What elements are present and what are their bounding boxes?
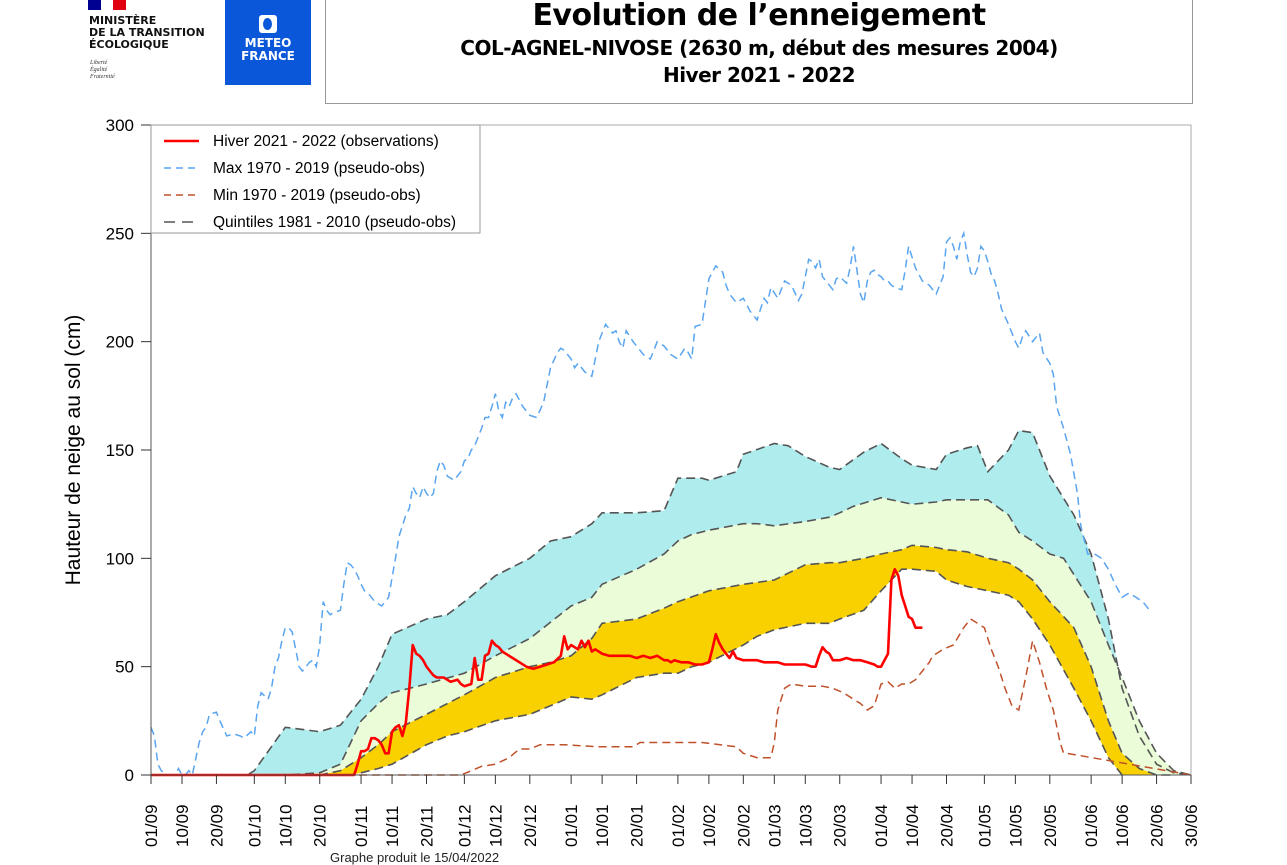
x-tick-label: 10/03 — [796, 804, 815, 847]
ministry-name: MINISTÈRE DE LA TRANSITION ÉCOLOGIQUE — [89, 15, 205, 51]
title-box: Evolution de l’enneigement COL-AGNEL-NIV… — [325, 0, 1193, 104]
x-tick-label: 01/09 — [142, 804, 161, 847]
ministry-motto: Liberté Égalité Fraternité — [90, 60, 115, 81]
chart-title: Evolution de l’enneigement — [532, 0, 986, 33]
logo-line: METEO — [244, 36, 292, 50]
x-tick-label: 01/01 — [562, 804, 581, 847]
x-tick-label: 30/06 — [1182, 804, 1201, 847]
y-tick-label: 200 — [106, 333, 134, 352]
x-tick-label: 20/02 — [734, 804, 753, 847]
x-tick-label: 20/01 — [628, 804, 647, 847]
axes: 0 50 100 150 200 250 300 01/09 10/09 20/09 01/10 10… — [106, 116, 1201, 847]
x-tick-label: 10/09 — [173, 804, 192, 847]
band-q40-q60 — [151, 497, 1191, 775]
x-tick-label: 20/11 — [417, 806, 436, 847]
legend-box — [150, 124, 481, 234]
logo-line: FRANCE — [241, 49, 295, 63]
y-tick-label: 300 — [106, 116, 134, 135]
ministry-line: DE LA TRANSITION — [89, 26, 205, 39]
x-tick-label: 10/04 — [903, 804, 922, 847]
x-tick-label: 01/12 — [455, 804, 474, 847]
legend-label: Min 1970 - 2019 (pseudo-obs) — [213, 187, 421, 204]
x-tick-label: 01/10 — [245, 804, 264, 847]
x-tick-label: 01/03 — [765, 804, 784, 847]
x-tick-label: 10/12 — [486, 804, 505, 847]
y-tick-label: 0 — [125, 766, 134, 785]
y-tick-label: 250 — [106, 224, 134, 243]
x-tick-label: 20/10 — [311, 804, 330, 847]
y-tick-label: 100 — [106, 549, 134, 568]
x-tick-label: 20/05 — [1041, 804, 1060, 847]
season-subtitle: Hiver 2021 - 2022 — [662, 63, 856, 87]
x-tick-label: 01/04 — [872, 804, 891, 847]
quintile-bands — [151, 430, 1191, 775]
x-tick-label: 01/05 — [975, 804, 994, 847]
quintile-line-20 — [151, 568, 1123, 776]
motto-line: Liberté — [90, 60, 108, 66]
flag-stripe-blue — [88, 0, 101, 10]
x-tick-label: 10/06 — [1113, 804, 1132, 847]
y-axis-label: Hauteur de neige au sol (cm) — [62, 315, 85, 586]
x-tick-label: 10/05 — [1006, 804, 1025, 847]
x-tick-label: 20/04 — [937, 804, 956, 847]
x-tick-label: 20/03 — [831, 804, 850, 847]
flag-stripe-red — [113, 0, 127, 10]
ministry-line: ÉCOLOGIQUE — [89, 38, 169, 51]
meteo-france-emblem-icon — [259, 15, 277, 33]
x-tick-label: 20/12 — [521, 804, 540, 847]
motto-line: Fraternité — [90, 74, 115, 80]
x-tick-label: 01/02 — [669, 804, 688, 847]
x-tick-label: 01/11 — [352, 806, 371, 847]
quintile-line-40 — [151, 544, 1174, 776]
observation-line — [151, 567, 923, 777]
x-tick-label: 01/06 — [1082, 804, 1101, 847]
x-tick-label: 20/06 — [1148, 804, 1167, 847]
x-tick-label: 10/01 — [593, 804, 612, 847]
station-subtitle: COL-AGNEL-NIVOSE (2630 m, début des mesu… — [460, 36, 1058, 60]
x-tick-label: 20/09 — [207, 804, 226, 847]
legend-label: Max 1970 - 2019 (pseudo-obs) — [213, 160, 425, 177]
legend: Hiver 2021 - 2022 (observations) Max 1970… — [150, 124, 481, 234]
meteo-france-logo: METEO FRANCE — [225, 0, 311, 85]
republique-francaise-flag-icon — [88, 0, 127, 10]
band-q60-q80 — [151, 430, 1191, 775]
motto-line: Égalité — [90, 67, 108, 73]
x-tick-label: 10/02 — [700, 804, 719, 847]
y-tick-label: 150 — [106, 441, 134, 460]
y-tick-label: 50 — [115, 658, 134, 677]
ministry-line: MINISTÈRE — [89, 14, 157, 27]
legend-label: Hiver 2021 - 2022 (observations) — [213, 133, 439, 150]
series-lines — [150, 230, 1192, 777]
x-tick-label: 10/10 — [276, 804, 295, 847]
x-tick-label: 10/11 — [383, 806, 402, 847]
quintile-line-80 — [151, 429, 1192, 776]
max-line — [150, 230, 1151, 777]
legend-label: Quintiles 1981 - 2010 (pseudo-obs) — [213, 214, 456, 231]
flag-stripe-white — [100, 0, 114, 10]
band-q20-q40 — [151, 545, 1191, 775]
